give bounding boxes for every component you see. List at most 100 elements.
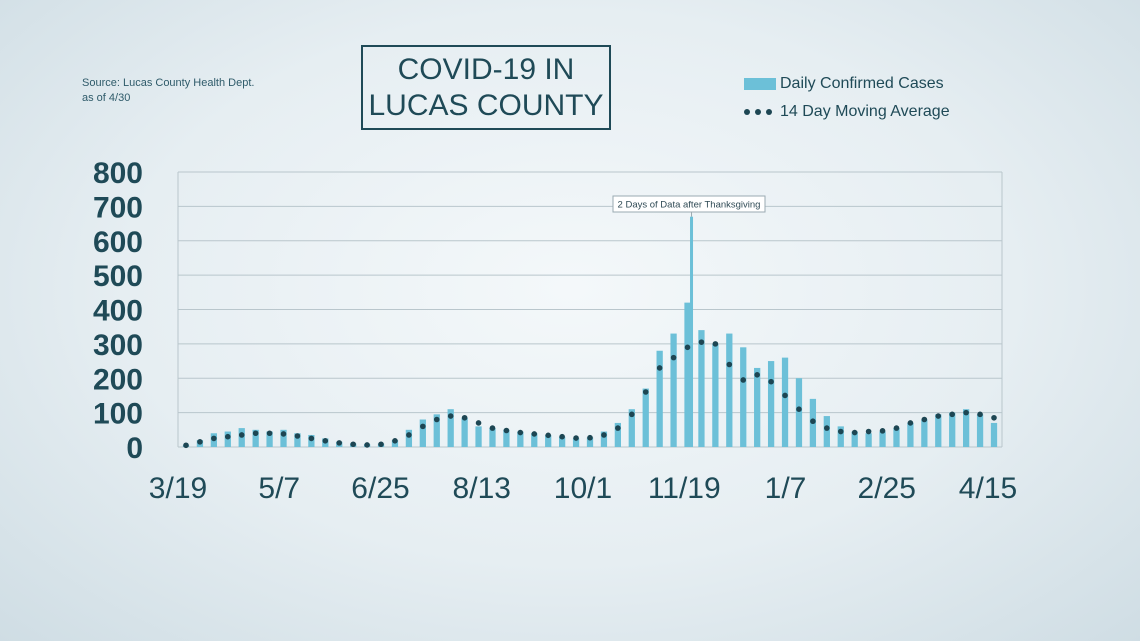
chart-title-line-2: LUCAS COUNTY [368,88,604,122]
moving-average-dot [991,414,997,421]
moving-average-dot [712,341,719,347]
y-tick-label: 400 [93,295,143,328]
bar [642,388,649,447]
moving-average-dot [642,389,649,395]
bar [823,416,830,447]
bar [419,419,426,447]
bar [935,414,942,447]
moving-average-dot [754,372,760,378]
moving-average-dot [336,440,343,446]
moving-average-dot [684,344,691,351]
moving-average-dot [573,435,579,441]
x-tick-label: 2/25 [858,472,916,505]
moving-average-dot [531,431,538,437]
moving-average-dot [670,354,677,361]
moving-average-dot [601,432,607,438]
bar [990,422,998,447]
moving-average-dot [475,420,482,426]
bar [600,431,608,447]
y-tick-label: 500 [93,260,143,293]
bar [893,428,900,447]
moving-average-dot [266,430,273,437]
bar [503,429,510,447]
x-tick-label: 10/1 [554,472,612,505]
bar [252,429,259,447]
bar [907,422,914,447]
bar [280,429,287,447]
moving-average-dot [559,433,565,440]
moving-average-dot [615,425,621,431]
bar [921,419,928,447]
moving-average-dot [768,378,774,385]
bar [837,426,844,447]
moving-average-dot [294,433,301,439]
bar [963,409,970,447]
moving-average-dot [224,433,231,440]
moving-average-dot [280,431,287,437]
bar [572,438,580,447]
moving-average-dot [238,432,245,438]
moving-average-dot [740,377,747,383]
moving-average-dot [322,438,329,444]
legend-dot-swatch [744,109,776,115]
moving-average-dot [824,425,830,431]
bar [949,412,956,447]
bar [489,428,496,447]
x-tick-label: 6/25 [351,472,409,505]
bar [976,414,984,447]
bar [865,433,872,447]
x-tick-label: 8/13 [453,472,511,505]
moving-average-dot [935,413,942,419]
annotation-label: 2 Days of Data after Thanksgiving [618,200,761,211]
bar [656,350,663,447]
bar [698,330,705,447]
moving-average-dot [921,416,928,423]
bar [559,436,566,447]
moving-average-dot [211,435,217,442]
moving-average-dot [183,442,189,449]
moving-average-dot [489,425,496,431]
y-tick-label: 200 [93,363,143,396]
moving-average-dot [350,441,356,448]
bar [586,437,594,447]
moving-average-dot [433,416,440,423]
moving-average-dot [252,430,259,437]
bar [545,434,552,447]
bar [517,431,524,447]
moving-average-dot [907,420,914,426]
bar [670,333,677,447]
bar [628,409,635,447]
legend-bar-swatch [744,78,776,90]
moving-average-dot [628,411,635,418]
source-note: Source: Lucas County Health Dept. as of … [82,76,254,106]
x-tick-label: 4/15 [959,472,1017,505]
moving-average-dot [308,435,315,442]
bar [531,433,538,447]
y-tick-label: 0 [126,432,143,465]
bar [475,426,482,447]
moving-average-dot [656,365,663,371]
legend-item-dots: 14 Day Moving Average [744,98,950,126]
x-tick-label: 1/7 [765,472,807,505]
moving-average-dot [851,429,858,436]
y-tick-label: 600 [93,226,143,259]
annotation-bar [690,216,694,447]
bar [712,343,719,447]
moving-average-dot [879,428,886,434]
annotation-box [612,195,766,213]
moving-average-dot [963,409,969,416]
moving-average-dot [796,406,802,412]
moving-average-dot [406,432,412,438]
moving-average-dot [587,434,593,441]
bar [726,333,733,447]
moving-average-dot [726,361,733,368]
moving-average-dot [810,418,816,425]
bar [740,347,747,447]
bar [433,414,440,447]
moving-average-dot [447,413,454,419]
moving-average-dot [949,411,956,418]
moving-average-dot [461,414,468,421]
moving-average-dot [782,392,788,399]
bar [795,378,803,447]
